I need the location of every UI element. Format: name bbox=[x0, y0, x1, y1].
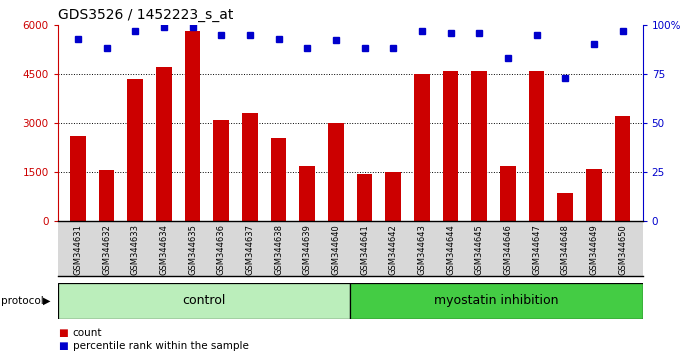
Bar bbox=[615, 116, 630, 221]
Bar bbox=[58, 283, 350, 319]
Text: percentile rank within the sample: percentile rank within the sample bbox=[73, 341, 249, 351]
Bar bbox=[271, 138, 286, 221]
Text: ▶: ▶ bbox=[43, 296, 50, 306]
Text: myostatin inhibition: myostatin inhibition bbox=[434, 295, 559, 307]
Bar bbox=[99, 171, 114, 221]
Text: GSM344632: GSM344632 bbox=[102, 224, 111, 275]
Text: GDS3526 / 1452223_s_at: GDS3526 / 1452223_s_at bbox=[58, 8, 233, 22]
Text: GSM344645: GSM344645 bbox=[475, 224, 483, 275]
Bar bbox=[356, 174, 373, 221]
Bar bbox=[242, 113, 258, 221]
Text: GSM344638: GSM344638 bbox=[274, 224, 283, 275]
Bar bbox=[299, 166, 315, 221]
Bar bbox=[185, 31, 201, 221]
Bar bbox=[386, 172, 401, 221]
Bar bbox=[586, 169, 602, 221]
Text: GSM344633: GSM344633 bbox=[131, 224, 139, 275]
Text: GSM344644: GSM344644 bbox=[446, 224, 455, 275]
Bar bbox=[214, 120, 229, 221]
Text: ■: ■ bbox=[58, 329, 67, 338]
Bar bbox=[350, 283, 643, 319]
Text: control: control bbox=[182, 295, 226, 307]
Text: GSM344649: GSM344649 bbox=[590, 224, 598, 275]
Text: GSM344646: GSM344646 bbox=[503, 224, 512, 275]
Text: GSM344641: GSM344641 bbox=[360, 224, 369, 275]
Text: GSM344634: GSM344634 bbox=[159, 224, 169, 275]
Text: protocol: protocol bbox=[1, 296, 44, 306]
Text: GSM344631: GSM344631 bbox=[73, 224, 82, 275]
Bar bbox=[414, 74, 430, 221]
Text: ■: ■ bbox=[58, 341, 67, 351]
Text: GSM344643: GSM344643 bbox=[418, 224, 426, 275]
Text: GSM344637: GSM344637 bbox=[245, 224, 254, 275]
Bar bbox=[500, 166, 515, 221]
Text: GSM344648: GSM344648 bbox=[561, 224, 570, 275]
Bar bbox=[443, 71, 458, 221]
Text: GSM344635: GSM344635 bbox=[188, 224, 197, 275]
Bar bbox=[70, 136, 86, 221]
Text: GSM344647: GSM344647 bbox=[532, 224, 541, 275]
Text: GSM344650: GSM344650 bbox=[618, 224, 627, 275]
Bar bbox=[528, 71, 545, 221]
Text: GSM344640: GSM344640 bbox=[331, 224, 341, 275]
Bar bbox=[127, 79, 143, 221]
Text: GSM344642: GSM344642 bbox=[389, 224, 398, 275]
Bar bbox=[558, 193, 573, 221]
Text: count: count bbox=[73, 329, 102, 338]
Text: GSM344636: GSM344636 bbox=[217, 224, 226, 275]
Bar bbox=[328, 123, 344, 221]
Text: GSM344639: GSM344639 bbox=[303, 224, 311, 275]
Bar bbox=[471, 71, 487, 221]
Bar bbox=[156, 67, 172, 221]
